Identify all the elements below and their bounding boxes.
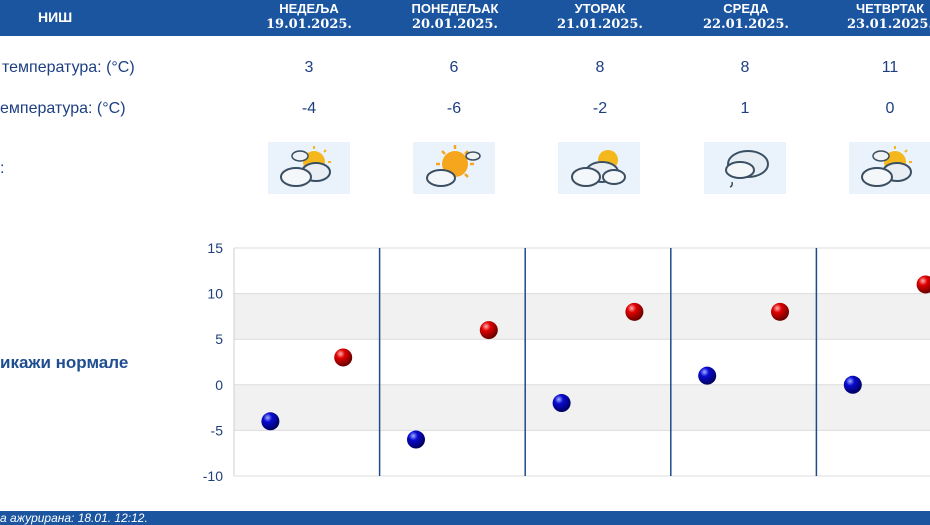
max-temp-value: 3 xyxy=(304,59,314,76)
grid-band xyxy=(234,293,930,340)
min-temp-point xyxy=(407,430,425,449)
y-tick-label: -5 xyxy=(211,422,224,438)
footer-bar: а ажурирана: 18.01. 12:12. xyxy=(0,511,930,525)
partly-cloudy-icon xyxy=(849,142,930,194)
partly-cloudy-icon xyxy=(268,142,350,194)
day-name: УТОРАК xyxy=(574,1,626,16)
min-temp-point xyxy=(552,394,571,413)
sunny-partly-cloudy-icon xyxy=(413,142,495,194)
weather-label: : xyxy=(0,160,5,177)
temperature-chart: 15 10 5 0 -5 -10 xyxy=(203,240,930,484)
day-date: 20.01.2025. xyxy=(412,17,498,32)
y-tick-label: 5 xyxy=(215,331,223,347)
y-tick-label: 0 xyxy=(215,377,223,393)
updated-text: а ажурирана: 18.01. 12:12. xyxy=(0,511,148,525)
min-temp-point xyxy=(698,366,717,385)
day-date: 21.01.2025. xyxy=(557,17,643,32)
max-temp-value: 11 xyxy=(881,59,899,76)
max-temp-value: 8 xyxy=(595,59,605,76)
min-temp-value: -6 xyxy=(446,100,462,117)
y-tick-label: 15 xyxy=(207,240,223,256)
min-temp-point xyxy=(261,412,280,431)
y-tick-label: -10 xyxy=(203,468,223,484)
y-tick-label: 10 xyxy=(207,286,223,302)
partly-cloudy-icon xyxy=(558,142,640,194)
header-bar: НИШ НЕДЕЉА 19.01.2025. ПОНЕДЕЉАК 20.01.2… xyxy=(0,0,930,36)
min-temp-value: -2 xyxy=(592,100,608,117)
grid-band xyxy=(234,430,930,476)
max-temp-point xyxy=(625,302,644,321)
day-header-3: УТОРАК 21.01.2025. xyxy=(530,1,670,33)
day-name: ПОНЕДЕЉАК xyxy=(411,1,499,16)
max-temp-point xyxy=(771,302,789,321)
min-temp-value: 0 xyxy=(885,100,895,117)
day-date: 22.01.2025. xyxy=(703,17,789,32)
day-name: СРЕДА xyxy=(723,1,769,16)
min-temp-value: -4 xyxy=(301,100,317,117)
day-header-5: ЧЕТВРТАК 23.01.2025. xyxy=(820,1,930,33)
day-date: 23.01.2025. xyxy=(847,17,930,32)
grid-band xyxy=(234,384,930,431)
day-name: ЧЕТВРТАК xyxy=(855,1,925,16)
day-header-2: ПОНЕДЕЉАК 20.01.2025. xyxy=(385,1,525,33)
show-normals-link[interactable]: икажи нормале xyxy=(0,353,129,372)
day-name: НЕДЕЉА xyxy=(279,1,339,16)
max-temp-point xyxy=(916,275,930,294)
max-temp-point xyxy=(334,348,353,367)
day-date: 19.01.2025. xyxy=(266,17,352,32)
max-temp-value: 6 xyxy=(449,59,459,76)
max-temp-value: 8 xyxy=(740,59,750,76)
min-temp-label: емпература: (°C) xyxy=(0,100,126,117)
day-header-1: НЕДЕЉА 19.01.2025. xyxy=(239,1,379,33)
grid-band xyxy=(234,248,930,294)
max-temp-label: температура: (°C) xyxy=(2,59,135,76)
cloudy-light-rain-icon xyxy=(704,142,786,194)
day-header-4: СРЕДА 22.01.2025. xyxy=(676,1,816,33)
min-temp-point xyxy=(843,375,862,394)
city-name: НИШ xyxy=(38,9,73,25)
max-temp-point xyxy=(479,321,498,340)
min-temp-value: 1 xyxy=(740,100,750,117)
